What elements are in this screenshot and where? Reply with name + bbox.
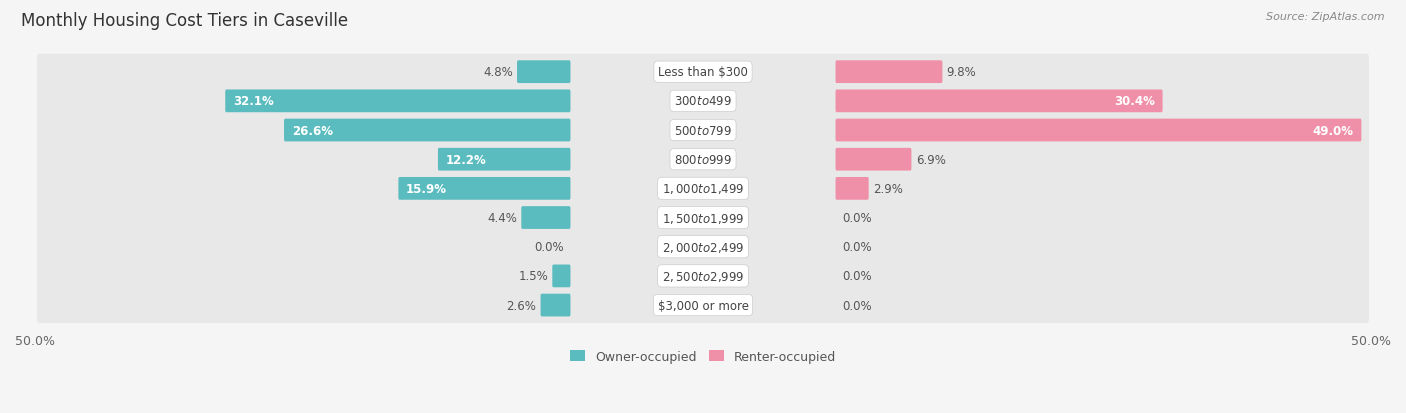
Text: 0.0%: 0.0% [842,299,872,312]
Text: $1,000 to $1,499: $1,000 to $1,499 [662,182,744,196]
Text: 4.8%: 4.8% [484,66,513,79]
FancyBboxPatch shape [835,119,1361,142]
FancyBboxPatch shape [37,229,1369,265]
Text: $800 to $999: $800 to $999 [673,153,733,166]
Text: 26.6%: 26.6% [292,124,333,137]
Text: 30.4%: 30.4% [1114,95,1154,108]
FancyBboxPatch shape [553,265,571,287]
FancyBboxPatch shape [284,119,571,142]
Text: 0.0%: 0.0% [842,241,872,254]
Text: Less than $300: Less than $300 [658,66,748,79]
FancyBboxPatch shape [37,84,1369,119]
Text: Monthly Housing Cost Tiers in Caseville: Monthly Housing Cost Tiers in Caseville [21,12,349,30]
Text: 0.0%: 0.0% [842,211,872,225]
Text: 1.5%: 1.5% [519,270,548,283]
Text: Source: ZipAtlas.com: Source: ZipAtlas.com [1267,12,1385,22]
FancyBboxPatch shape [225,90,571,113]
FancyBboxPatch shape [37,200,1369,236]
FancyBboxPatch shape [437,148,571,171]
FancyBboxPatch shape [540,294,571,317]
FancyBboxPatch shape [835,90,1163,113]
Text: 0.0%: 0.0% [534,241,564,254]
FancyBboxPatch shape [37,55,1369,90]
Text: 15.9%: 15.9% [406,183,447,195]
Legend: Owner-occupied, Renter-occupied: Owner-occupied, Renter-occupied [567,346,839,367]
FancyBboxPatch shape [522,206,571,229]
Text: 32.1%: 32.1% [233,95,274,108]
FancyBboxPatch shape [398,178,571,200]
FancyBboxPatch shape [835,148,911,171]
Text: $2,500 to $2,999: $2,500 to $2,999 [662,269,744,283]
Text: 2.6%: 2.6% [506,299,536,312]
FancyBboxPatch shape [37,258,1369,294]
Text: $500 to $799: $500 to $799 [673,124,733,137]
Text: $300 to $499: $300 to $499 [673,95,733,108]
Text: $2,000 to $2,499: $2,000 to $2,499 [662,240,744,254]
Text: 9.8%: 9.8% [946,66,976,79]
Text: 6.9%: 6.9% [915,153,946,166]
Text: 0.0%: 0.0% [842,270,872,283]
FancyBboxPatch shape [37,142,1369,178]
FancyBboxPatch shape [517,61,571,84]
Text: 4.4%: 4.4% [486,211,517,225]
FancyBboxPatch shape [835,178,869,200]
Text: $3,000 or more: $3,000 or more [658,299,748,312]
Text: 2.9%: 2.9% [873,183,903,195]
Text: 12.2%: 12.2% [446,153,486,166]
FancyBboxPatch shape [37,113,1369,149]
Text: 49.0%: 49.0% [1313,124,1354,137]
FancyBboxPatch shape [835,61,942,84]
FancyBboxPatch shape [37,171,1369,207]
Text: $1,500 to $1,999: $1,500 to $1,999 [662,211,744,225]
FancyBboxPatch shape [37,287,1369,323]
